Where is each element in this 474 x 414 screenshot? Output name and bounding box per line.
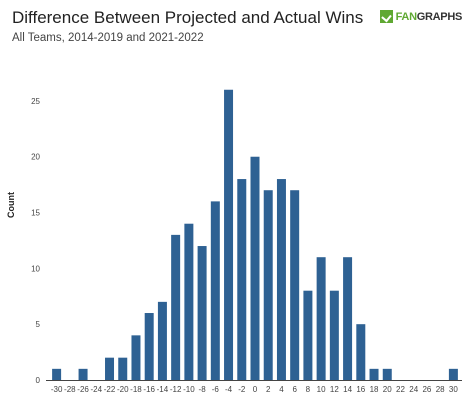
x-tick-label: -10 <box>183 385 195 394</box>
bar <box>210 201 220 380</box>
x-tick-label: 26 <box>422 385 431 394</box>
x-tick-label: -8 <box>199 385 207 394</box>
bar <box>197 246 207 380</box>
x-tick-label: -22 <box>104 385 116 394</box>
fangraphs-logo: FANGRAPHS <box>379 10 463 23</box>
x-tick-label: -4 <box>225 385 233 394</box>
chart-title: Difference Between Projected and Actual … <box>12 8 364 27</box>
bar <box>157 301 167 380</box>
x-tick-label: -12 <box>170 385 182 394</box>
bar <box>369 368 379 380</box>
y-tick-label: 10 <box>31 264 40 273</box>
bar <box>52 368 62 380</box>
x-tick-label: 12 <box>330 385 339 394</box>
x-tick-label: 30 <box>449 385 458 394</box>
x-axis-ticks: -30 -28 -26 -24 -22 -20 -18 -16 -14 -12 -10 -8 -6 -4-… <box>51 385 459 394</box>
bar <box>356 324 366 380</box>
y-tick-label: 0 <box>36 376 41 385</box>
bar <box>343 257 353 380</box>
bar <box>448 368 458 380</box>
x-tick-label: -18 <box>130 385 142 394</box>
bars <box>52 89 458 380</box>
bar <box>237 179 247 380</box>
chart-subtitle: All Teams, 2014-2019 and 2021-2022 <box>12 32 204 44</box>
x-tick-label: -26 <box>77 385 89 394</box>
x-tick-label: -20 <box>117 385 129 394</box>
x-tick-label: -30 <box>51 385 63 394</box>
fangraphs-logo-icon <box>379 10 393 23</box>
y-axis-ticks: 0 5 10 15 20 25 <box>31 97 40 385</box>
y-tick-label: 20 <box>31 153 40 162</box>
x-tick-label: 8 <box>306 385 311 394</box>
x-tick-label: 20 <box>383 385 392 394</box>
x-tick-label: 4 <box>279 385 284 394</box>
bar <box>303 290 313 380</box>
bar <box>316 257 326 380</box>
x-tick-label: -14 <box>157 385 169 394</box>
x-tick-label: 22 <box>396 385 405 394</box>
bar <box>329 290 339 380</box>
bar <box>118 357 128 380</box>
x-tick-label: 0 <box>253 385 258 394</box>
bar <box>78 368 88 380</box>
bar <box>171 234 181 380</box>
x-tick-label: -16 <box>143 385 155 394</box>
x-tick-label: 28 <box>436 385 445 394</box>
x-tick-label: 10 <box>317 385 326 394</box>
bar <box>224 89 234 380</box>
bar <box>290 190 300 380</box>
bar <box>131 335 141 380</box>
x-tick-label: 18 <box>370 385 379 394</box>
bar <box>144 313 154 380</box>
y-tick-label: 25 <box>31 97 40 106</box>
x-tick-label: 6 <box>292 385 297 394</box>
x-tick-label: -28 <box>64 385 76 394</box>
bar <box>105 357 115 380</box>
x-tick-label: 2 <box>266 385 271 394</box>
bar <box>276 179 286 380</box>
y-tick-label: 15 <box>31 209 40 218</box>
x-tick-label: -2 <box>238 385 246 394</box>
y-tick-label: 5 <box>36 320 41 329</box>
x-tick-label: -6 <box>212 385 220 394</box>
fangraphs-logo-text: FANGRAPHS <box>395 10 463 23</box>
bar <box>263 190 273 380</box>
bar <box>250 156 260 380</box>
x-tick-label: 16 <box>356 385 365 394</box>
x-tick-label: -24 <box>91 385 103 394</box>
bar <box>184 223 194 380</box>
bar <box>382 368 392 380</box>
x-tick-label: 14 <box>343 385 352 394</box>
x-tick-label: 24 <box>409 385 418 394</box>
